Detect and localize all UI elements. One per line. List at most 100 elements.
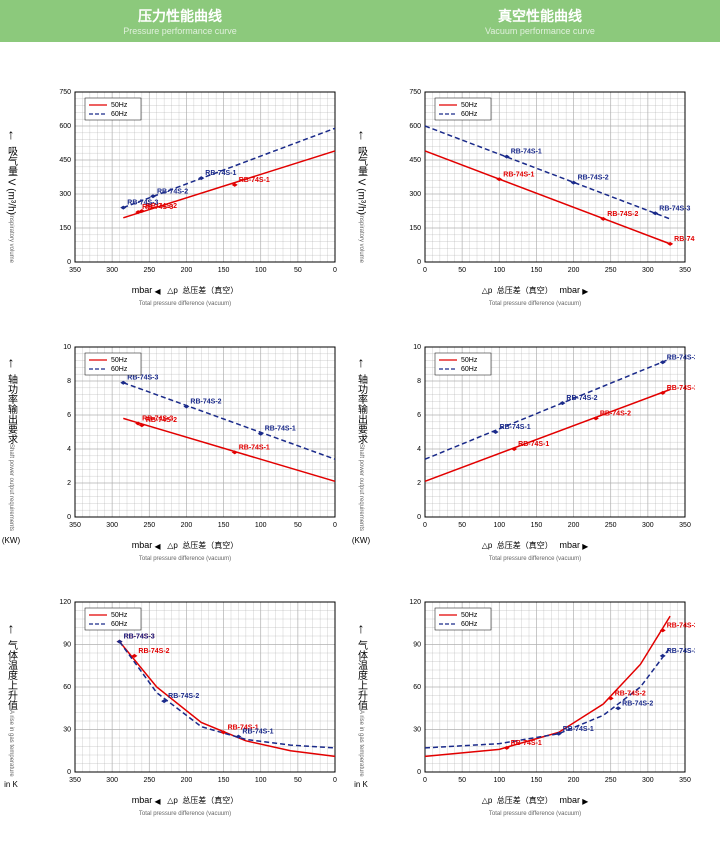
svg-text:50: 50 [294,522,302,529]
svg-text:30: 30 [63,727,71,734]
svg-text:RB-74S-3: RB-74S-3 [124,634,155,641]
svg-text:0: 0 [333,777,337,784]
chart-svg: 0501001502002503003500306090120RB-74S-1R… [375,592,695,792]
svg-text:60Hz: 60Hz [461,621,478,628]
svg-text:300: 300 [642,522,654,529]
svg-text:RB-74S-3: RB-74S-3 [127,200,158,207]
header-left-cn: 压力性能曲线 [0,6,360,26]
chart-svg: 0501001502002503003500246810RB-74S-1RB-7… [375,337,695,537]
svg-text:RB-74S-3: RB-74S-3 [674,236,695,243]
svg-text:200: 200 [181,777,193,784]
chart-svg: 3503002502001501005000306090120RB-74S-1R… [25,592,345,792]
svg-text:0: 0 [333,267,337,274]
svg-text:450: 450 [59,157,71,164]
svg-text:RB-74S-2: RB-74S-2 [190,399,221,406]
arrow-up-icon: ↑ [358,126,365,142]
svg-text:50: 50 [458,267,466,274]
svg-text:RB-74S-2: RB-74S-2 [168,693,199,700]
svg-text:0: 0 [67,769,71,776]
header-right-cn: 真空性能曲线 [360,6,720,26]
svg-text:50Hz: 50Hz [461,612,478,619]
svg-text:RB-74S-2: RB-74S-2 [607,211,638,218]
arrow-up-icon: ↑ [358,620,365,636]
svg-text:200: 200 [568,267,580,274]
svg-text:350: 350 [69,777,81,784]
svg-text:30: 30 [413,727,421,734]
svg-text:4: 4 [417,446,421,453]
svg-text:RB-74S-2: RB-74S-2 [157,188,188,195]
svg-text:RB-74S-3: RB-74S-3 [127,375,158,382]
svg-text:2: 2 [67,480,71,487]
svg-text:60Hz: 60Hz [461,111,478,118]
svg-text:300: 300 [642,777,654,784]
svg-text:60: 60 [413,684,421,691]
svg-text:RB-74S-2: RB-74S-2 [146,417,177,424]
svg-text:RB-74S-3: RB-74S-3 [667,385,695,392]
svg-text:0: 0 [333,522,337,529]
svg-text:90: 90 [63,642,71,649]
svg-text:50Hz: 50Hz [111,612,128,619]
chart-grid: ↑ 吸气量 V (m³/h) Inspiratory volume 350300… [0,42,720,857]
svg-text:0: 0 [417,259,421,266]
svg-text:RB-74S-1: RB-74S-1 [265,426,296,433]
svg-text:RB-74S-3: RB-74S-3 [667,622,695,629]
y-axis-label: ↑ 气体温度上升值 A rise in gas temperature in K [0,592,31,817]
svg-text:10: 10 [413,344,421,351]
svg-text:150: 150 [218,267,230,274]
svg-text:750: 750 [409,89,421,96]
svg-text:150: 150 [531,777,543,784]
svg-text:200: 200 [181,267,193,274]
svg-text:300: 300 [59,191,71,198]
y-axis-label: ↑ 轴功率输出要求 Shaft power output requirement… [341,337,381,562]
chart-cell-c6: ↑ 气体温度上升值 A rise in gas temperature in K… [360,592,710,847]
y-axis-label: ↑ 吸气量 V (m³/h) Inspiratory volume [0,82,31,307]
svg-text:100: 100 [255,777,267,784]
svg-text:50: 50 [458,522,466,529]
svg-text:250: 250 [143,267,155,274]
x-axis-label: △p 总压差（真空） mbar ▸ Total pressure differe… [375,284,695,307]
svg-text:750: 750 [59,89,71,96]
svg-text:300: 300 [409,191,421,198]
svg-text:150: 150 [531,267,543,274]
svg-text:RB-74S-1: RB-74S-1 [242,729,273,736]
svg-text:RB-74S-1: RB-74S-1 [511,740,542,747]
svg-text:120: 120 [409,599,421,606]
svg-text:150: 150 [218,777,230,784]
svg-text:4: 4 [67,446,71,453]
chart-cell-c5: ↑ 气体温度上升值 A rise in gas temperature in K… [10,592,360,847]
svg-text:50Hz: 50Hz [461,102,478,109]
svg-text:300: 300 [106,777,118,784]
svg-text:60Hz: 60Hz [111,621,128,628]
header-right: 真空性能曲线 Vacuum performance curve [360,0,720,42]
svg-text:50Hz: 50Hz [111,102,128,109]
svg-text:150: 150 [59,225,71,232]
svg-text:8: 8 [67,378,71,385]
chart-cell-c4: ↑ 轴功率输出要求 Shaft power output requirement… [360,337,710,592]
svg-text:600: 600 [409,123,421,130]
svg-text:350: 350 [69,267,81,274]
svg-text:300: 300 [106,522,118,529]
svg-text:600: 600 [59,123,71,130]
svg-text:6: 6 [417,412,421,419]
svg-text:60Hz: 60Hz [111,366,128,373]
svg-text:250: 250 [143,522,155,529]
chart-svg: 0501001502002503003500150300450600750RB-… [375,82,695,282]
svg-text:50: 50 [294,777,302,784]
svg-text:RB-74S-2: RB-74S-2 [615,690,646,697]
svg-text:120: 120 [59,599,71,606]
svg-text:0: 0 [417,769,421,776]
x-axis-label: △p 总压差（真空） mbar ▸ Total pressure differe… [375,539,695,562]
svg-text:50: 50 [458,777,466,784]
x-axis-label: mbar ◂ △p 总压差（真空） Total pressure differe… [25,794,345,817]
svg-text:RB-74S-1: RB-74S-1 [500,424,531,431]
arrow-up-icon: ↑ [8,354,15,370]
header-left: 压力性能曲线 Pressure performance curve [0,0,360,42]
svg-text:2: 2 [417,480,421,487]
svg-text:0: 0 [417,514,421,521]
svg-text:350: 350 [69,522,81,529]
svg-text:0: 0 [67,514,71,521]
svg-text:50Hz: 50Hz [461,357,478,364]
svg-text:250: 250 [605,522,617,529]
svg-text:6: 6 [67,412,71,419]
svg-text:RB-74S-2: RB-74S-2 [578,175,609,182]
